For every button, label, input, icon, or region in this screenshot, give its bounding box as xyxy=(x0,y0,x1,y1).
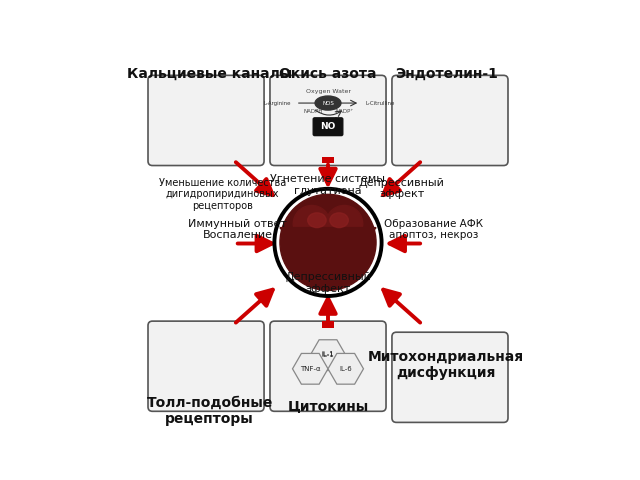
Text: Oxygen Water: Oxygen Water xyxy=(305,89,351,95)
Circle shape xyxy=(280,194,376,290)
Text: Цитокины: Цитокины xyxy=(287,399,369,413)
FancyBboxPatch shape xyxy=(270,75,386,166)
Bar xyxy=(322,322,334,328)
Text: NADP⁺: NADP⁺ xyxy=(335,109,354,114)
Ellipse shape xyxy=(326,205,363,242)
Ellipse shape xyxy=(330,213,348,228)
FancyBboxPatch shape xyxy=(392,75,508,166)
FancyBboxPatch shape xyxy=(148,75,264,166)
Ellipse shape xyxy=(293,205,330,242)
Text: NO: NO xyxy=(320,122,336,131)
Ellipse shape xyxy=(308,213,326,228)
Text: Кальциевые каналы: Кальциевые каналы xyxy=(127,67,292,81)
Ellipse shape xyxy=(315,96,341,110)
FancyBboxPatch shape xyxy=(392,332,508,422)
Text: IL-1: IL-1 xyxy=(322,352,334,358)
Text: Эндотелин-1: Эндотелин-1 xyxy=(395,67,498,81)
FancyBboxPatch shape xyxy=(148,321,264,411)
Text: Иммунный ответ
Воспаление: Иммунный ответ Воспаление xyxy=(188,219,287,240)
Text: Угнетение системы
глутатиона: Угнетение системы глутатиона xyxy=(271,174,385,196)
Text: L-Citrulline: L-Citrulline xyxy=(365,101,395,106)
FancyBboxPatch shape xyxy=(270,321,386,411)
Text: NOS: NOS xyxy=(322,101,334,106)
Text: Митохондриальная
дисфункция: Митохондриальная дисфункция xyxy=(368,349,524,380)
Text: Депрессивный
эффект: Депрессивный эффект xyxy=(285,272,371,294)
Text: IL-6: IL-6 xyxy=(339,366,352,372)
Text: Образование АФК
апоптоз, некроз: Образование АФК апоптоз, некроз xyxy=(384,219,483,240)
Bar xyxy=(322,156,334,163)
Text: L-Arginine: L-Arginine xyxy=(263,101,291,106)
Text: TNF-α: TNF-α xyxy=(300,366,321,372)
Text: Окись азота: Окись азота xyxy=(279,67,377,81)
FancyBboxPatch shape xyxy=(313,118,343,135)
Text: NADPH: NADPH xyxy=(303,109,323,114)
Text: Уменьшение количества
дигидропиридиновых
рецепторов: Уменьшение количества дигидропиридиновых… xyxy=(159,178,286,211)
Polygon shape xyxy=(280,228,376,288)
Text: Толл-подобные
рецепторы: Толл-подобные рецепторы xyxy=(147,396,273,426)
Text: Депрессивный
эффект: Депрессивный эффект xyxy=(359,178,445,199)
Text: IL-1: IL-1 xyxy=(322,351,334,357)
